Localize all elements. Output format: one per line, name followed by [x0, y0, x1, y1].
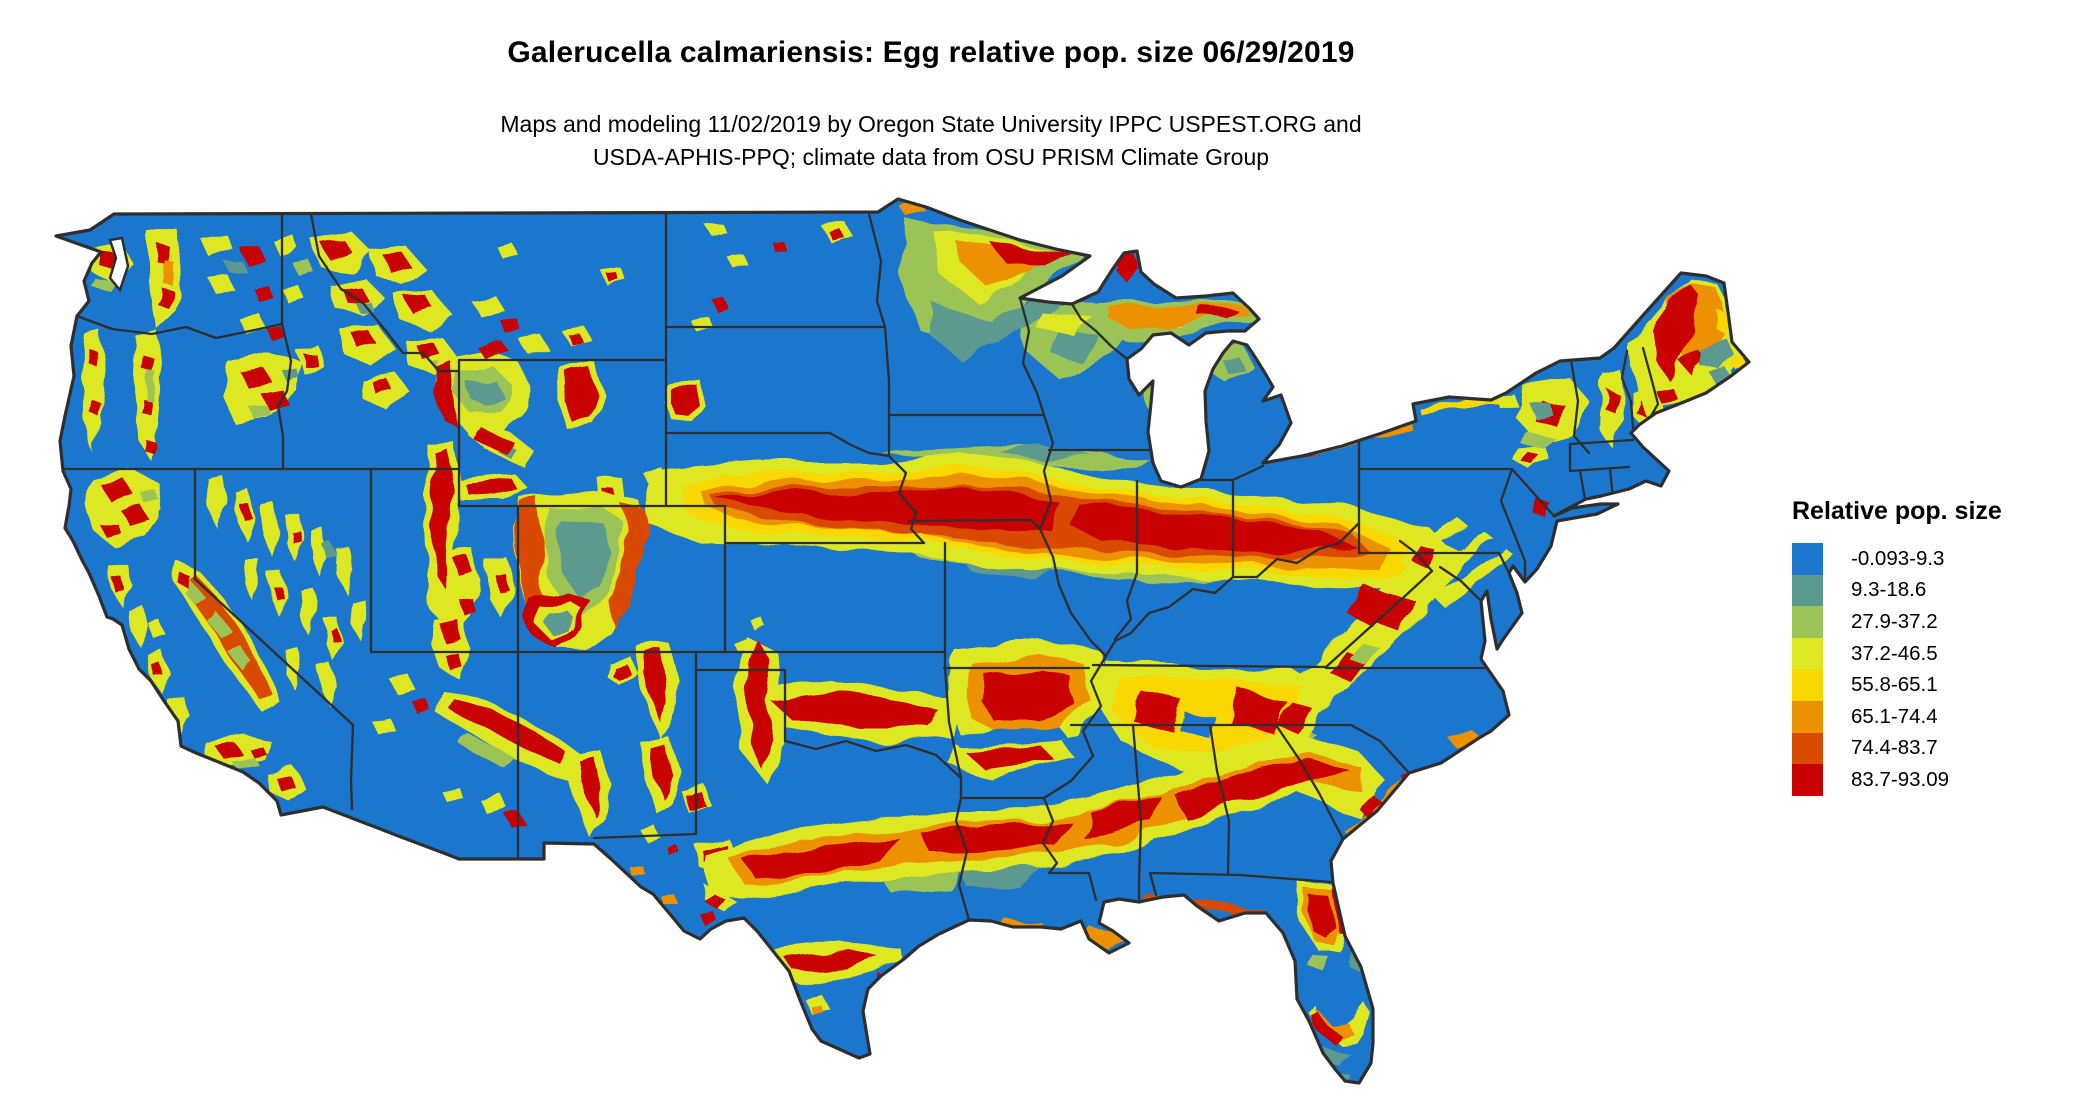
subtitle-line-2: USDA-APHIS-PPQ; climate data from OSU PR… — [592, 144, 1270, 170]
legend-rows: -0.093-9.3 9.3-18.6 27.9-37.2 37.2-46.5 … — [1792, 543, 2092, 796]
population-heat-raster — [82, 201, 1747, 1082]
legend-item: 37.2-46.5 — [1792, 637, 2092, 670]
legend-item-label: 55.8-65.1 — [1851, 673, 1938, 697]
state-borders — [58, 212, 1660, 922]
legend-swatch-icon — [1792, 606, 1823, 638]
legend-item-label: -0.093-9.3 — [1851, 546, 1945, 570]
legend-swatch-icon — [1792, 669, 1823, 701]
legend-item: 74.4-83.7 — [1792, 732, 2092, 765]
page-title: Galerucella calmariensis: Egg relative p… — [507, 36, 1355, 69]
legend-swatch-icon — [1792, 700, 1823, 733]
legend-swatch-icon — [1792, 764, 1823, 796]
subtitle-line-1: Maps and modeling 11/02/2019 by Oregon S… — [500, 111, 1362, 137]
legend-item: 65.1-74.4 — [1792, 700, 2092, 733]
legend-title: Relative pop. size — [1792, 497, 2002, 525]
legend-item: 9.3-18.6 — [1792, 574, 2092, 607]
legend-item: 27.9-37.2 — [1792, 606, 2092, 638]
legend-item-label: 37.2-46.5 — [1851, 641, 1938, 665]
legend-item: 83.7-93.09 — [1792, 764, 2092, 796]
legend: Relative pop. size -0.093-9.3 9.3-18.6 2… — [1792, 497, 2092, 796]
legend-item-label: 74.4-83.7 — [1851, 736, 1938, 760]
legend-item-label: 27.9-37.2 — [1851, 609, 1938, 633]
page-subtitle: Maps and modeling 11/02/2019 by Oregon S… — [0, 108, 1862, 174]
legend-item-label: 9.3-18.6 — [1851, 578, 1927, 602]
legend-item-label: 83.7-93.09 — [1851, 767, 1950, 791]
puget-sound — [108, 236, 130, 293]
legend-item: 55.8-65.1 — [1792, 669, 2092, 701]
legend-swatch-icon — [1792, 574, 1823, 607]
legend-item: -0.093-9.3 — [1792, 543, 2092, 575]
legend-swatch-icon — [1792, 732, 1823, 765]
legend-item-label: 65.1-74.4 — [1851, 704, 1938, 728]
legend-swatch-icon — [1792, 543, 1823, 575]
legend-swatch-icon — [1792, 637, 1823, 670]
